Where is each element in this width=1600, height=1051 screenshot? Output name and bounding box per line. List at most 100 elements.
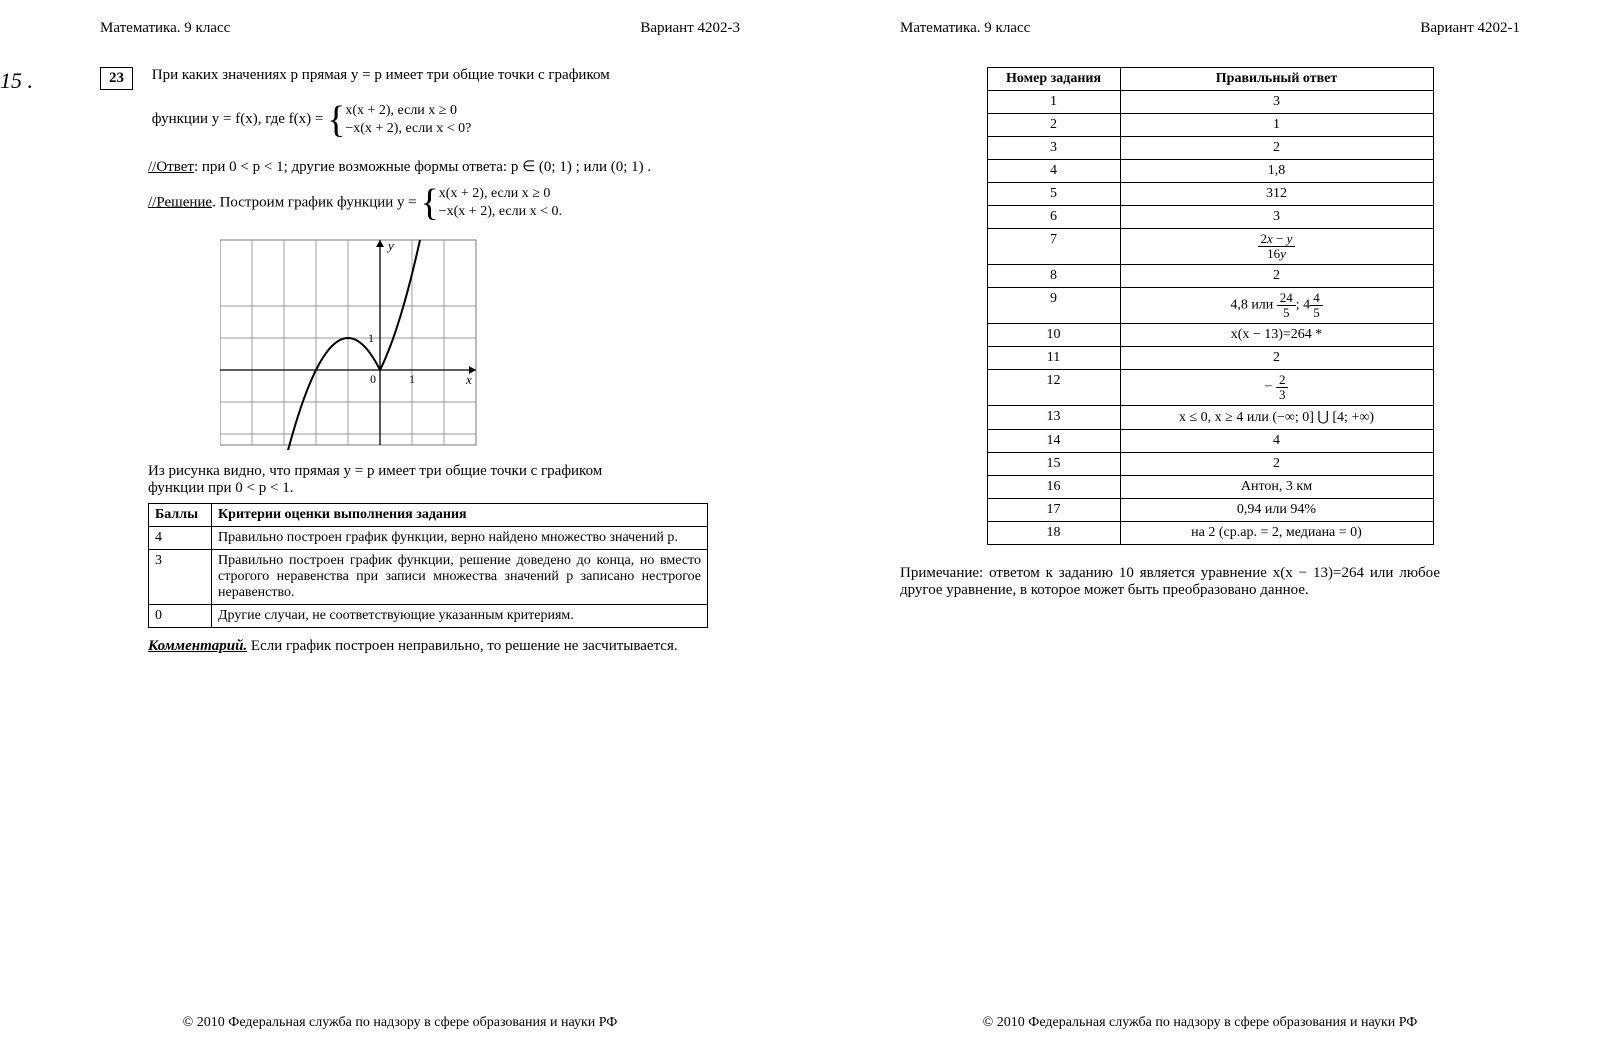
page-right: Математика. 9 класс Вариант 4202-1 Номер… — [800, 0, 1600, 1051]
answers-header-row: Номер задания Правильный ответ — [987, 68, 1433, 91]
criteria-score: 3 — [149, 550, 212, 605]
answer-value: на 2 (ср.ар. = 2, медиана = 0) — [1120, 522, 1433, 545]
answer-value: − 23 — [1120, 370, 1433, 406]
answer-value: 2 — [1120, 347, 1433, 370]
svg-text:y: y — [386, 238, 394, 253]
footer-right: © 2010 Федеральная служба по надзору в с… — [800, 1015, 1600, 1031]
criteria-table: Баллы Критерии оценки выполнения задания… — [148, 503, 708, 628]
answers-row: 72x − y16y — [987, 229, 1433, 265]
answer-label: //Ответ — [148, 159, 194, 175]
answer-value: 1,8 — [1120, 160, 1433, 183]
answer-value: 2x − y16y — [1120, 229, 1433, 265]
answers-row: 5312 — [987, 183, 1433, 206]
answer-num: 2 — [987, 114, 1120, 137]
answer-num: 15 — [987, 453, 1120, 476]
answers-row: 10x(x − 13)=264 * — [987, 324, 1433, 347]
answer-num: 5 — [987, 183, 1120, 206]
comment-block: Комментарий. Если график построен неправ… — [148, 638, 708, 655]
question-text-line2: функции y = f(x), где f(x) = { x(x + 2),… — [152, 111, 472, 127]
solution-text: . Построим график функции y = — [212, 194, 420, 210]
svg-text:x: x — [465, 372, 472, 387]
criteria-row: 0Другие случаи, не соответствующие указа… — [149, 605, 708, 628]
answer-value: 3 — [1120, 91, 1433, 114]
header-left: Математика. 9 класс Вариант 4202-3 — [100, 20, 740, 37]
answer-value: 4,8 или 245; 445 — [1120, 288, 1433, 324]
criteria-header-score: Баллы — [149, 504, 212, 527]
answers-row: 112 — [987, 347, 1433, 370]
piecewise-def: { x(x + 2), если x ≥ 0 −x(x + 2), если x… — [327, 101, 471, 139]
answer-value: x(x − 13)=264 * — [1120, 324, 1433, 347]
answer-num: 10 — [987, 324, 1120, 347]
question-number-box: 23 — [100, 67, 133, 90]
question-text-line1: При каких значениях p прямая y = p имеет… — [152, 67, 692, 139]
svg-text:0: 0 — [370, 372, 376, 386]
svg-text:1: 1 — [368, 331, 374, 345]
answers-row: 18на 2 (ср.ар. = 2, медиана = 0) — [987, 522, 1433, 545]
answers-header-ans: Правильный ответ — [1120, 68, 1433, 91]
answer-num: 9 — [987, 288, 1120, 324]
answers-row: 170,94 или 94% — [987, 499, 1433, 522]
subject-right: Математика. 9 класс — [900, 20, 1030, 37]
answers-header-num: Номер задания — [987, 68, 1120, 91]
answers-row: 94,8 или 245; 445 — [987, 288, 1433, 324]
answer-num: 18 — [987, 522, 1120, 545]
answer-value: 2 — [1120, 137, 1433, 160]
criteria-score: 0 — [149, 605, 212, 628]
graph: y x 0 1 1 — [220, 230, 740, 455]
svg-text:1: 1 — [409, 372, 415, 386]
comment-label: Комментарий. — [148, 638, 247, 654]
answer-value: Антон, 3 км — [1120, 476, 1433, 499]
answer-num: 17 — [987, 499, 1120, 522]
answer-num: 12 — [987, 370, 1120, 406]
answers-table: Номер задания Правильный ответ 13213241,… — [987, 67, 1434, 545]
handwritten-note: 15 . — [0, 68, 33, 94]
answer-num: 7 — [987, 229, 1120, 265]
answer-line: //Ответ: при 0 < p < 1; другие возможные… — [148, 157, 708, 176]
solution-label: //Решение — [148, 194, 212, 210]
question-block: 23 При каких значениях p прямая y = p им… — [100, 67, 740, 139]
answer-num: 4 — [987, 160, 1120, 183]
answers-row: 32 — [987, 137, 1433, 160]
answers-row: 13x ≤ 0, x ≥ 4 или (−∞; 0] ⋃ [4; +∞) — [987, 406, 1433, 430]
answer-value: 0,94 или 94% — [1120, 499, 1433, 522]
footer-left: © 2010 Федеральная служба по надзору в с… — [0, 1015, 800, 1031]
answers-row: 41,8 — [987, 160, 1433, 183]
criteria-header-row: Баллы Критерии оценки выполнения задания — [149, 504, 708, 527]
answer-num: 11 — [987, 347, 1120, 370]
after-graph-text: Из рисунка видно, что прямая y = p имеет… — [148, 463, 708, 497]
variant-right: Вариант 4202-1 — [1420, 20, 1520, 37]
graph-svg: y x 0 1 1 — [220, 230, 480, 450]
answer-value: 1 — [1120, 114, 1433, 137]
answer-value: 3 — [1120, 206, 1433, 229]
page-left: 15 . Математика. 9 класс Вариант 4202-3 … — [0, 0, 800, 1051]
header-right: Математика. 9 класс Вариант 4202-1 — [900, 20, 1520, 37]
answer-value: 2 — [1120, 453, 1433, 476]
answer-value: 2 — [1120, 265, 1433, 288]
criteria-text: Правильно построен график функции, решен… — [212, 550, 708, 605]
answers-row: 144 — [987, 430, 1433, 453]
criteria-text: Другие случаи, не соответствующие указан… — [212, 605, 708, 628]
answers-row: 21 — [987, 114, 1433, 137]
subject-left: Математика. 9 класс — [100, 20, 230, 37]
answer-value: 312 — [1120, 183, 1433, 206]
answer-value: 4 — [1120, 430, 1433, 453]
answer-num: 13 — [987, 406, 1120, 430]
piecewise-solution: { x(x + 2), если x ≥ 0 −x(x + 2), если x… — [420, 184, 562, 222]
answer-num: 16 — [987, 476, 1120, 499]
note-text: Примечание: ответом к заданию 10 являетс… — [900, 565, 1440, 599]
answers-row: 13 — [987, 91, 1433, 114]
solution-line: //Решение. Построим график функции y = {… — [148, 184, 708, 222]
answer-num: 1 — [987, 91, 1120, 114]
answer-num: 14 — [987, 430, 1120, 453]
answer-num: 8 — [987, 265, 1120, 288]
answer-value: x ≤ 0, x ≥ 4 или (−∞; 0] ⋃ [4; +∞) — [1120, 406, 1433, 430]
comment-text: Если график построен неправильно, то реш… — [247, 638, 677, 654]
criteria-score: 4 — [149, 527, 212, 550]
criteria-header-text: Критерии оценки выполнения задания — [212, 504, 708, 527]
answers-row: 152 — [987, 453, 1433, 476]
criteria-row: 4Правильно построен график функции, верн… — [149, 527, 708, 550]
answer-text: : при 0 < p < 1; другие возможные формы … — [194, 159, 651, 175]
answer-num: 3 — [987, 137, 1120, 160]
answers-row: 12− 23 — [987, 370, 1433, 406]
answer-num: 6 — [987, 206, 1120, 229]
